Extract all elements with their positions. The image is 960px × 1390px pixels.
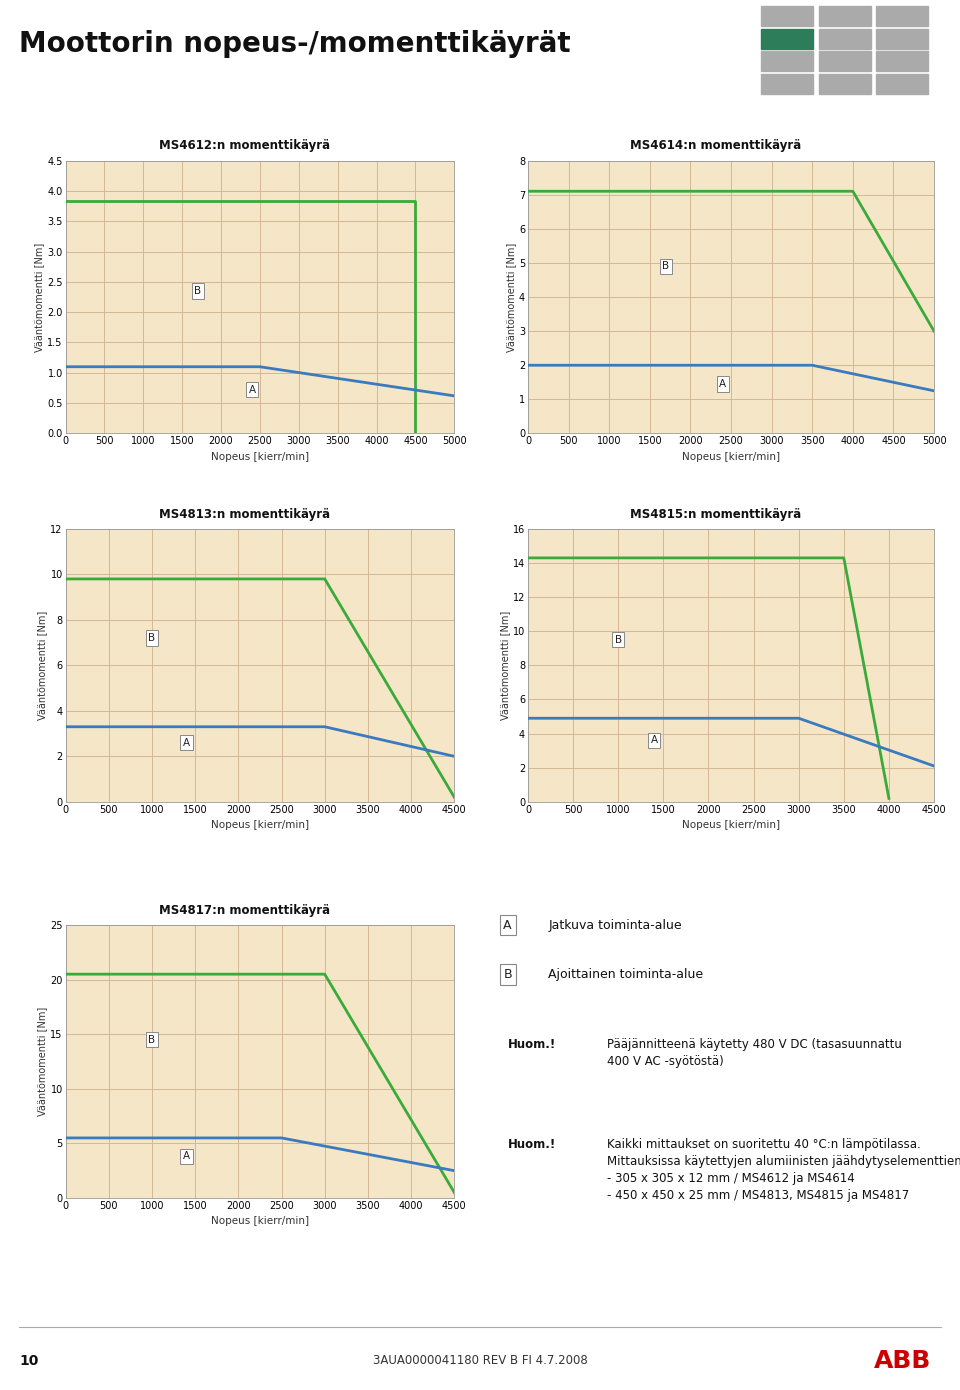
Text: Kaikki mittaukset on suoritettu 40 °C:n lämpötilassa.
Mittauksissa käytettyjen a: Kaikki mittaukset on suoritettu 40 °C:n … xyxy=(607,1137,960,1202)
Text: A: A xyxy=(651,735,658,745)
Y-axis label: Vääntömomentti [Nm]: Vääntömomentti [Nm] xyxy=(37,610,48,720)
Text: B: B xyxy=(194,286,202,296)
Bar xyxy=(876,29,928,49)
X-axis label: Nopeus [kierr/min]: Nopeus [kierr/min] xyxy=(211,820,309,830)
X-axis label: Nopeus [kierr/min]: Nopeus [kierr/min] xyxy=(682,820,780,830)
Bar xyxy=(819,74,871,95)
Text: ABB: ABB xyxy=(874,1348,931,1373)
Bar xyxy=(876,74,928,95)
Text: A: A xyxy=(183,738,190,748)
Text: MS4813:n momenttikäyrä: MS4813:n momenttikäyrä xyxy=(159,507,330,521)
Text: Ajoittainen toiminta-alue: Ajoittainen toiminta-alue xyxy=(548,969,704,981)
Text: A: A xyxy=(719,379,727,389)
Text: MS4817:n momenttikäyrä: MS4817:n momenttikäyrä xyxy=(159,904,330,917)
Bar xyxy=(761,29,813,49)
Text: B: B xyxy=(614,635,622,645)
Text: Huom.!: Huom.! xyxy=(508,1038,556,1051)
Text: B: B xyxy=(503,969,512,981)
X-axis label: Nopeus [kierr/min]: Nopeus [kierr/min] xyxy=(211,452,309,461)
Text: Moottorin nopeus-/momenttikäyrät: Moottorin nopeus-/momenttikäyrät xyxy=(19,31,571,58)
Y-axis label: Vääntömomentti [Nm]: Vääntömomentti [Nm] xyxy=(37,1006,47,1116)
Bar xyxy=(819,29,871,49)
X-axis label: Nopeus [kierr/min]: Nopeus [kierr/min] xyxy=(211,1216,309,1226)
Bar xyxy=(876,6,928,26)
Text: Huom.!: Huom.! xyxy=(508,1137,556,1151)
Text: MS4612:n momenttikäyrä: MS4612:n momenttikäyrä xyxy=(159,139,330,153)
Y-axis label: Vääntömomentti [Nm]: Vääntömomentti [Nm] xyxy=(35,242,44,352)
Text: MS4614:n momenttikäyrä: MS4614:n momenttikäyrä xyxy=(630,139,801,153)
Bar xyxy=(761,74,813,95)
Bar xyxy=(819,51,871,71)
Y-axis label: Vääntömomentti [Nm]: Vääntömomentti [Nm] xyxy=(500,610,510,720)
Text: B: B xyxy=(149,1034,156,1045)
Text: A: A xyxy=(503,919,512,931)
Bar xyxy=(876,51,928,71)
X-axis label: Nopeus [kierr/min]: Nopeus [kierr/min] xyxy=(682,452,780,461)
Text: Jatkuva toiminta-alue: Jatkuva toiminta-alue xyxy=(548,919,682,931)
Text: 3AUA0000041180 REV B FI 4.7.2008: 3AUA0000041180 REV B FI 4.7.2008 xyxy=(372,1354,588,1368)
Text: Pääjännitteenä käytetty 480 V DC (tasasuunnattu
400 V AC -syötöstä): Pääjännitteenä käytetty 480 V DC (tasasu… xyxy=(607,1038,901,1069)
Text: A: A xyxy=(249,385,255,395)
Bar xyxy=(761,6,813,26)
Text: 10: 10 xyxy=(19,1354,38,1368)
Text: A: A xyxy=(183,1151,190,1162)
Text: B: B xyxy=(662,261,669,271)
Text: MS4815:n momenttikäyrä: MS4815:n momenttikäyrä xyxy=(630,507,801,521)
Bar xyxy=(819,6,871,26)
Bar xyxy=(761,51,813,71)
Y-axis label: Vääntömomentti [Nm]: Vääntömomentti [Nm] xyxy=(506,242,516,352)
Text: B: B xyxy=(149,632,156,644)
